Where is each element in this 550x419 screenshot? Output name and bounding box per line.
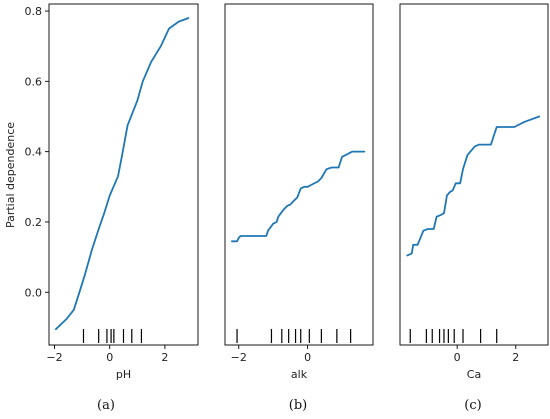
panel-1: −2 0 2 0.0 0.2 0.4 0.6 0.8 pH (a) — [25, 3, 199, 413]
y-tick-label: 0.2 — [25, 216, 43, 229]
x-axis-label: pH — [116, 368, 131, 381]
panel-caption: (c) — [464, 398, 481, 413]
plot-frame — [224, 3, 374, 346]
x-axis-label: alk — [291, 368, 308, 381]
panel-3: 0 2 Ca (c) — [399, 3, 549, 413]
plot-frame — [48, 3, 199, 346]
pd-line — [55, 17, 190, 331]
x-tick-label: 0 — [304, 351, 311, 364]
y-tick-label: 0.8 — [25, 5, 43, 18]
x-tick-label: −2 — [46, 351, 62, 364]
x-tick-label: 2 — [512, 351, 519, 364]
y-tick-label: 0.4 — [25, 146, 43, 159]
x-tick-label: 0 — [106, 351, 113, 364]
x-tick-label: −2 — [231, 351, 247, 364]
x-axis-label: Ca — [467, 368, 481, 381]
plot-frame — [399, 3, 549, 346]
pd-line — [230, 150, 366, 243]
panel-2: −2 0 alk (b) — [224, 3, 374, 413]
panel-caption: (b) — [289, 398, 307, 413]
y-axis-label: Partial dependence — [4, 122, 17, 228]
pd-line — [406, 115, 541, 257]
panel-caption: (a) — [97, 398, 115, 413]
x-tick-label: 0 — [454, 351, 461, 364]
y-tick-label: 0.6 — [25, 75, 43, 88]
panels: −2 0 2 0.0 0.2 0.4 0.6 0.8 pH (a) −2 0 alk (b) 0 2 Ca (c) — [25, 3, 549, 413]
x-tick-label: 2 — [161, 351, 168, 364]
y-tick-label: 0.0 — [25, 286, 43, 299]
